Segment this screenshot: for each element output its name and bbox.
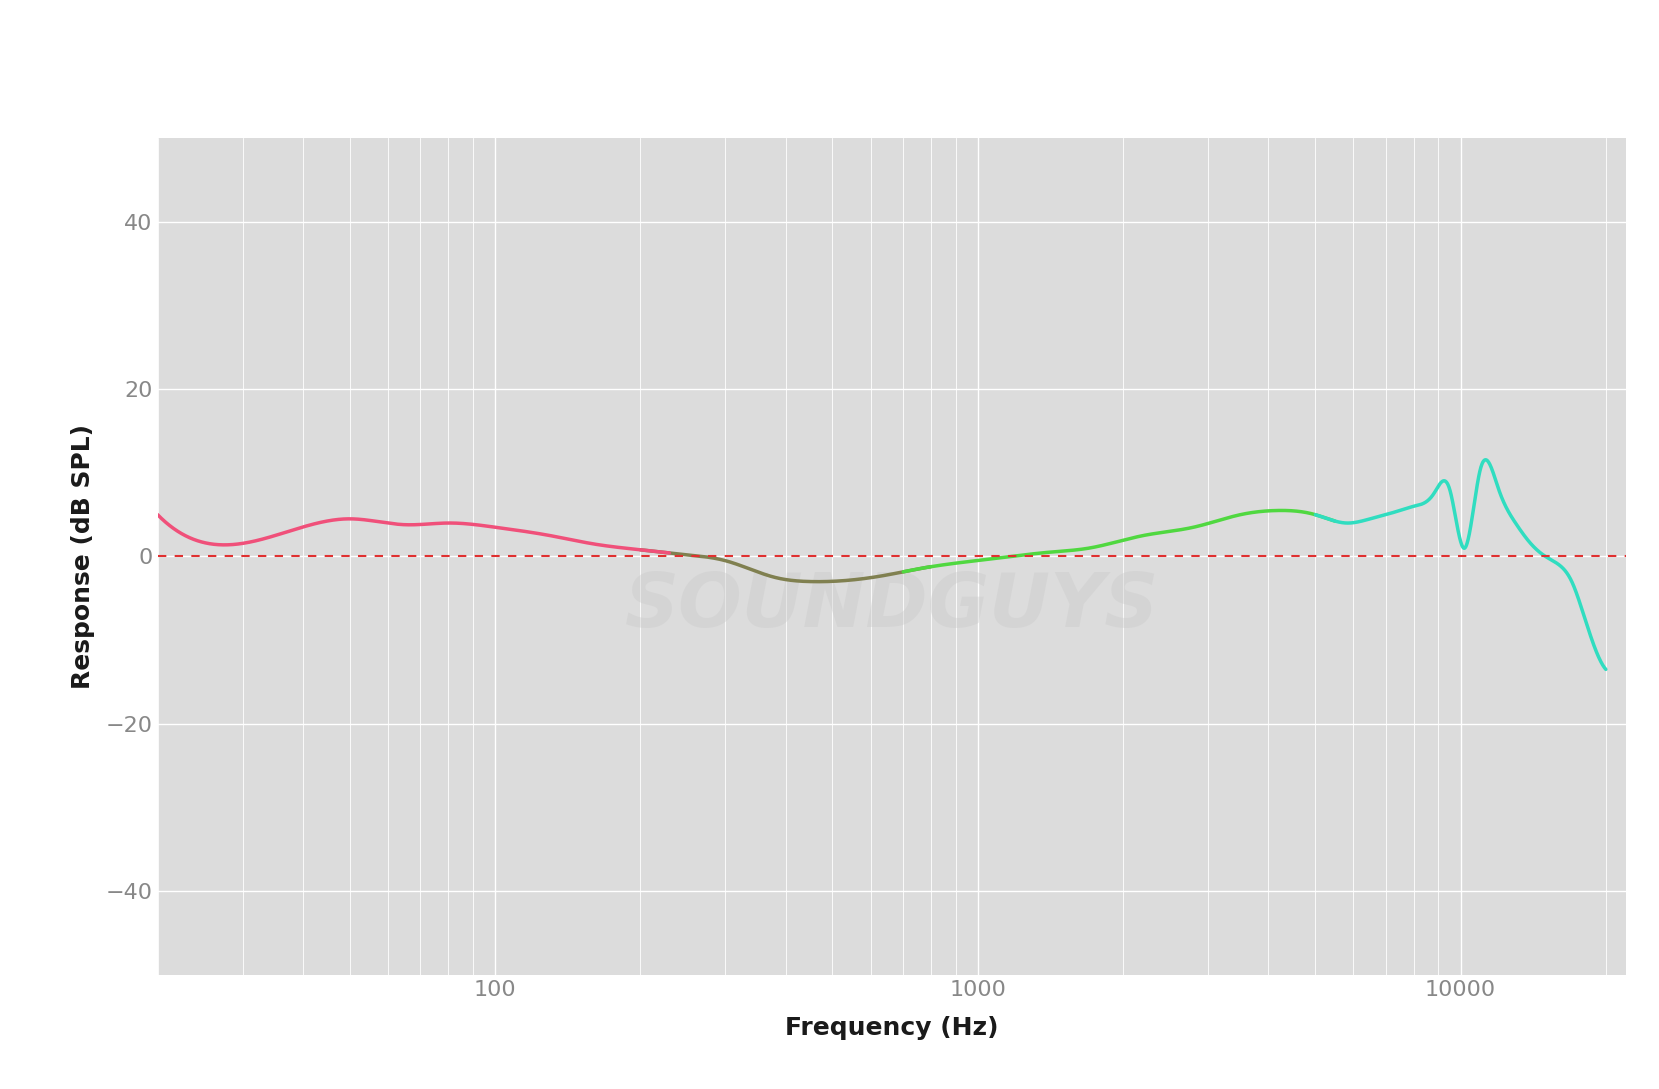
Y-axis label: Response (dB SPL): Response (dB SPL) [71, 424, 95, 689]
Text: New Pixel Buds Frequency Response: New Pixel Buds Frequency Response [370, 39, 1289, 82]
Text: SOUNDGUYS: SOUNDGUYS [624, 571, 1160, 644]
X-axis label: Frequency (Hz): Frequency (Hz) [785, 1016, 999, 1040]
